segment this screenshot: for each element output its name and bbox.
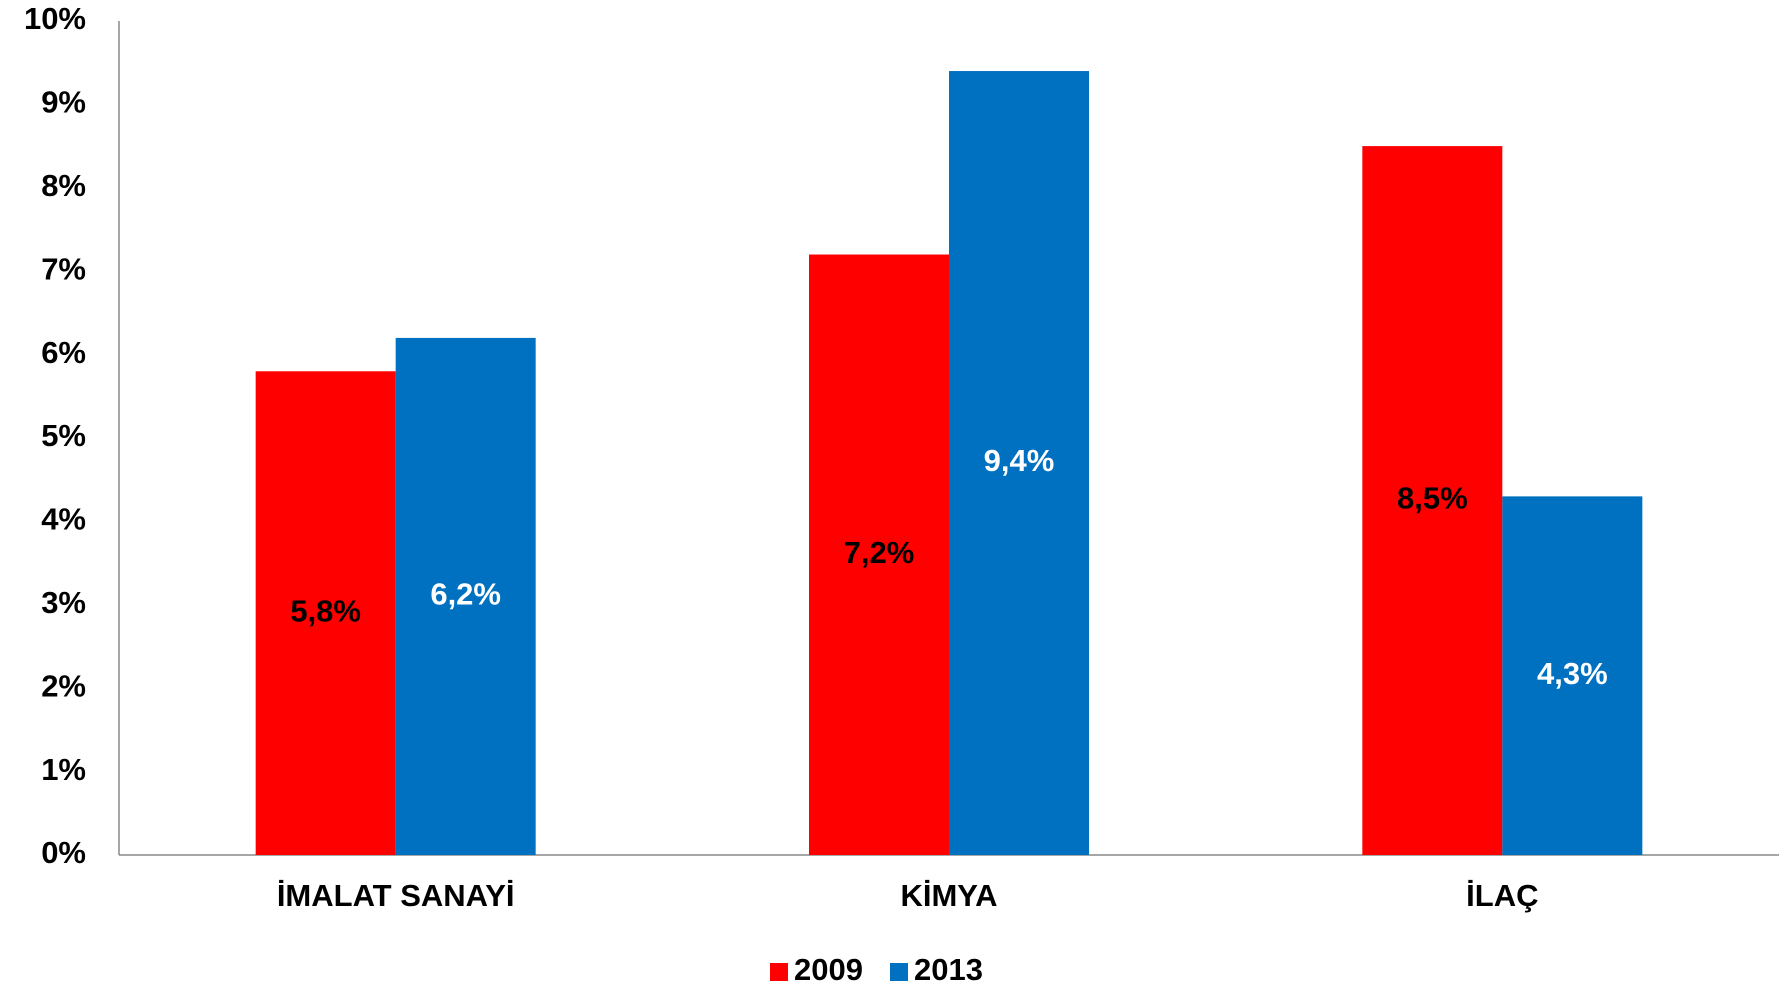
bar (1362, 146, 1503, 856)
data-label: 4,3% (1537, 656, 1608, 691)
bar (809, 254, 949, 855)
y-tick-label: 10% (24, 1, 86, 36)
y-tick-label: 7% (41, 251, 86, 286)
x-tick-label: İLAÇ (1466, 878, 1538, 913)
data-label: 9,4% (984, 443, 1055, 478)
data-label: 6,2% (430, 577, 501, 612)
y-tick-label: 8% (41, 168, 86, 203)
y-tick-label: 1% (41, 752, 86, 787)
data-label: 8,5% (1397, 481, 1468, 516)
legend-swatch (770, 963, 788, 981)
y-tick-label: 6% (41, 335, 86, 370)
bar (395, 337, 536, 855)
y-tick-label: 0% (41, 835, 86, 870)
y-tick-label: 3% (41, 585, 86, 620)
x-tick-label: İMALAT SANAYİ (277, 878, 515, 913)
y-tick-label: 5% (41, 418, 86, 453)
data-label: 7,2% (844, 535, 915, 570)
legend-label: 2013 (914, 952, 983, 986)
bar (1502, 496, 1643, 855)
x-tick-label: KİMYA (900, 878, 997, 913)
y-tick-label: 2% (41, 668, 86, 703)
bar (949, 71, 1089, 856)
data-label: 5,8% (290, 593, 361, 628)
y-tick-label: 4% (41, 502, 86, 537)
legend-label: 2009 (794, 952, 863, 986)
y-tick-label: 9% (41, 85, 86, 120)
legend-swatch (890, 963, 908, 981)
bar (255, 371, 396, 855)
